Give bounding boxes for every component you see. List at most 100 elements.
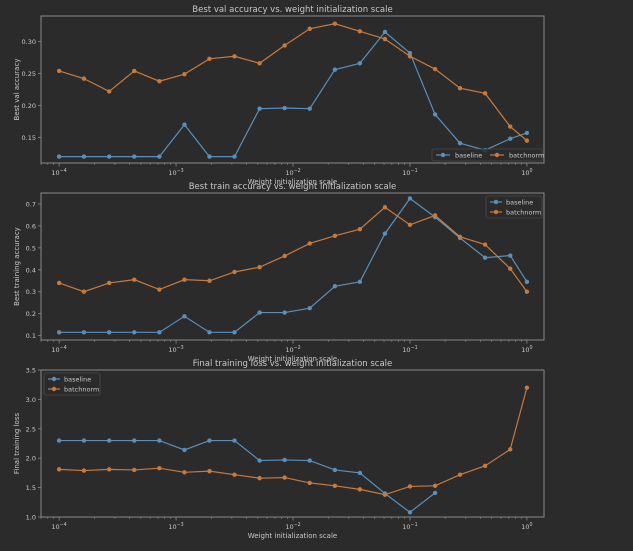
data-point-baseline	[56, 154, 62, 159]
legend: baseline batchnorm	[485, 195, 543, 219]
data-point-baseline	[132, 154, 137, 159]
data-point-baseline	[524, 130, 530, 136]
y-axis-label: Final training loss	[13, 413, 21, 475]
data-point-batchnorm	[382, 205, 388, 210]
chart-1: Best val accuracy vs. weight initializat…	[13, 5, 545, 186]
series-line-batchnorm	[58, 206, 528, 293]
data-point-baseline	[106, 154, 112, 159]
x-tick-label: 10−1	[402, 168, 417, 177]
legend-marker-baseline	[440, 152, 446, 158]
data-point-batchnorm	[432, 213, 438, 218]
data-point-baseline	[257, 310, 262, 315]
data-point-baseline	[332, 284, 338, 289]
data-point-batchnorm	[382, 492, 388, 497]
data-point-batchnorm	[357, 487, 363, 492]
x-tick-label: 10−2	[285, 345, 300, 354]
data-point-batchnorm	[106, 89, 112, 94]
data-point-batchnorm	[282, 43, 287, 48]
data-point-batchnorm	[508, 124, 513, 129]
data-point-batchnorm	[432, 66, 438, 72]
series-line-baseline	[59, 31, 528, 158]
legend-label-baseline: baseline	[455, 152, 482, 160]
data-point-baseline	[207, 438, 212, 443]
data-point-baseline	[257, 458, 262, 463]
chart-title: Best val accuracy vs. weight initializat…	[192, 5, 392, 15]
data-point-batchnorm	[282, 475, 287, 480]
data-point-batchnorm	[232, 269, 237, 275]
legend-marker-batchnorm	[494, 152, 500, 158]
x-axis-label: Weight initialization scale	[248, 178, 337, 186]
data-point-baseline	[357, 61, 363, 66]
data-point-batchnorm	[407, 222, 413, 228]
data-point-baseline	[508, 253, 513, 258]
data-point-batchnorm	[157, 465, 162, 471]
data-point-batchnorm	[508, 266, 513, 271]
series-line-batchnorm	[58, 23, 528, 142]
series-batchnorm	[56, 205, 530, 294]
x-tick-label: 10−2	[285, 522, 300, 531]
data-point-baseline	[106, 330, 112, 335]
data-point-batchnorm	[457, 86, 463, 91]
data-point-baseline	[81, 154, 87, 159]
legend: baseline batchnorm	[43, 372, 101, 396]
x-tick-label: 10−3	[168, 522, 183, 531]
data-point-baseline	[407, 50, 413, 56]
y-tick-label: 0.3	[26, 288, 36, 296]
data-point-baseline	[56, 438, 62, 443]
data-point-batchnorm	[524, 289, 530, 294]
data-point-batchnorm	[257, 61, 262, 66]
y-tick-label: 3.0	[26, 396, 36, 404]
legend-label-baseline: baseline	[64, 376, 91, 384]
legend-label-batchnorm: batchnorm	[506, 209, 541, 217]
data-point-batchnorm	[207, 468, 212, 474]
legend-marker-batchnorm	[51, 386, 57, 392]
data-point-baseline	[282, 105, 287, 111]
data-point-baseline	[482, 255, 488, 260]
x-tick-label: 100	[521, 168, 532, 177]
data-point-batchnorm	[432, 483, 438, 489]
data-point-baseline	[132, 438, 137, 443]
y-tick-label: 0.15	[22, 134, 36, 142]
data-point-baseline	[307, 305, 312, 311]
series-baseline	[56, 29, 530, 159]
data-point-batchnorm	[81, 289, 87, 294]
y-tick-label: 0.4	[26, 266, 36, 274]
data-point-batchnorm	[482, 91, 488, 96]
data-point-batchnorm	[257, 264, 262, 270]
data-point-baseline	[232, 330, 237, 335]
data-point-batchnorm	[182, 470, 187, 475]
data-point-baseline	[407, 196, 413, 201]
data-point-baseline	[457, 140, 463, 146]
data-point-baseline	[432, 490, 438, 496]
chart-3: Final training loss vs. weight initializ…	[13, 359, 545, 540]
data-point-batchnorm	[332, 233, 338, 238]
x-tick-label: 100	[521, 522, 532, 531]
data-point-baseline	[56, 330, 62, 335]
data-point-baseline	[157, 330, 162, 335]
chart-2: Best train accuracy vs. weight initializ…	[13, 182, 545, 363]
y-tick-label: 0.7	[26, 200, 36, 208]
series-line-baseline	[59, 439, 436, 514]
y-tick-label: 1.0	[26, 514, 36, 522]
x-tick-label: 10−3	[168, 345, 183, 354]
plot-frame	[40, 369, 545, 518]
y-tick-label: 0.2	[26, 310, 36, 318]
data-point-baseline	[307, 458, 312, 463]
data-point-baseline	[307, 106, 312, 111]
data-point-baseline	[157, 154, 162, 159]
data-point-batchnorm	[132, 467, 137, 473]
data-point-batchnorm	[56, 467, 62, 472]
legend-marker-batchnorm	[493, 209, 499, 215]
y-axis-label: Best training accuracy	[13, 227, 21, 306]
series-batchnorm	[56, 21, 530, 143]
data-point-baseline	[407, 510, 413, 515]
data-point-baseline	[81, 330, 87, 335]
data-point-batchnorm	[232, 54, 237, 59]
x-tick-label: 10−4	[51, 522, 66, 531]
y-tick-label: 0.5	[26, 244, 36, 252]
data-point-batchnorm	[482, 463, 488, 469]
legend-label-batchnorm: batchnorm	[509, 152, 544, 160]
legend: baseline batchnorm	[431, 148, 544, 162]
legend-marker-baseline	[493, 199, 499, 205]
